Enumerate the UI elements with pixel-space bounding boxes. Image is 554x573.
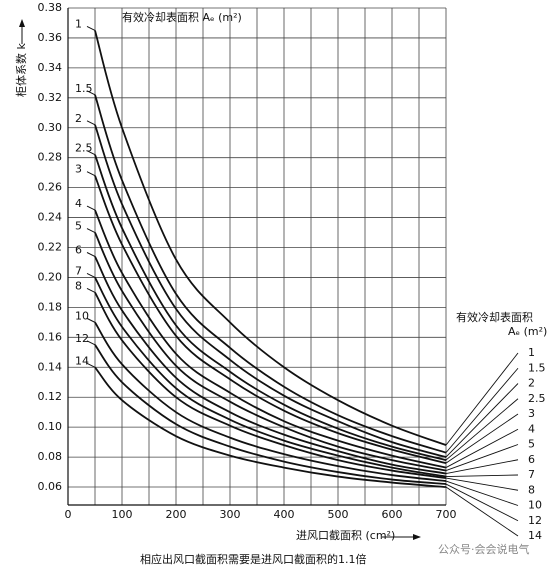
curve: [94, 154, 447, 461]
curve-label-leader: [86, 26, 96, 31]
curve-label-leader: [86, 252, 96, 257]
chart-title: 有效冷却表面积 Aₑ (m²): [122, 10, 242, 24]
curve-label: 7: [75, 264, 82, 277]
y-tick-label: 0.06: [38, 480, 63, 493]
x-tick-label: 0: [65, 508, 72, 521]
curve-label-leader: [86, 171, 96, 177]
y-tick-label: 0.22: [38, 241, 63, 254]
y-tick-label: 0.26: [38, 181, 63, 194]
curve-label-leader: [86, 273, 96, 278]
y-tick-label: 0.08: [38, 450, 63, 463]
curve-label-leader: [86, 317, 96, 323]
curve: [94, 30, 447, 446]
curve-label: 12: [75, 332, 89, 345]
x-tick-label: 200: [166, 508, 187, 521]
watermark: 公众号·会会说电气: [438, 542, 530, 556]
legend-label: 8: [528, 483, 535, 496]
legend-leader: [445, 444, 519, 471]
legend-leader: [445, 352, 519, 446]
y-tick-label: 0.28: [38, 151, 63, 164]
curve-label-leader: [86, 150, 96, 156]
legend-leader: [445, 459, 519, 475]
y-tick-label: 0.10: [38, 420, 63, 433]
y-tick-label: 0.16: [38, 330, 63, 343]
curve-label-leader: [86, 287, 96, 293]
x-tick-label: 700: [436, 508, 457, 521]
x-tick-label: 300: [220, 508, 241, 521]
x-tick-label: 500: [328, 508, 349, 521]
curve-label: 3: [75, 163, 82, 176]
curve-label-leader: [86, 205, 96, 211]
curve-label: 14: [75, 354, 89, 367]
curve: [94, 232, 447, 472]
y-tick-label: 0.30: [38, 121, 63, 134]
y-tick-label: 0.32: [38, 91, 63, 104]
curve-label-leader: [86, 340, 96, 346]
legend-label: 7: [528, 468, 535, 481]
legend-label: 10: [528, 499, 542, 512]
legend-leader: [445, 367, 519, 453]
legend-label: 14: [528, 529, 542, 542]
curve-label-leader: [86, 120, 96, 126]
y-tick-label: 0.18: [38, 300, 63, 313]
curve: [94, 256, 447, 475]
y-tick-label: 0.38: [38, 1, 63, 14]
x-axis-label: 进风口截面积 (cm²): [296, 528, 395, 542]
curve-label: 10: [75, 309, 89, 322]
legend-leader: [445, 486, 519, 537]
curve-label: 2: [75, 112, 82, 125]
curve: [94, 209, 447, 469]
curve: [94, 366, 447, 488]
curve-label-leader: [86, 90, 96, 96]
curve-label-leader: [86, 228, 96, 233]
footnote: 相应出风口截面积需要是进风口截面积的1.1倍: [140, 552, 367, 566]
legend-label: 6: [528, 453, 535, 466]
legend-label: 1.5: [528, 361, 546, 374]
curve-label: 6: [75, 244, 82, 257]
curve: [94, 277, 447, 478]
legend-leader: [445, 428, 519, 468]
curve: [94, 175, 447, 464]
curve-label: 8: [75, 279, 82, 292]
x-tick-label: 400: [274, 508, 295, 521]
curve-label-leader: [86, 362, 96, 368]
curve: [94, 124, 447, 458]
legend-label: 12: [528, 514, 542, 527]
curve: [94, 94, 447, 454]
legend-label: 2.5: [528, 392, 546, 405]
x-tick-label: 600: [382, 508, 403, 521]
curve: [94, 291, 447, 479]
legend-label: 3: [528, 407, 535, 420]
y-tick-label: 0.24: [38, 211, 63, 224]
curve: [94, 344, 447, 485]
y-tick-label: 0.20: [38, 270, 63, 283]
curve: [94, 321, 447, 482]
curve-label: 1: [75, 17, 82, 30]
legend-leader: [445, 477, 519, 491]
curve-label: 4: [75, 197, 82, 210]
legend-unit: Aₑ (m²): [508, 325, 547, 338]
x-tick-label: 100: [112, 508, 133, 521]
legend-leader: [445, 483, 519, 522]
legend-label: 4: [528, 422, 535, 435]
y-tick-label: 0.36: [38, 31, 63, 44]
legend-title: 有效冷却表面积: [456, 310, 533, 324]
curve-label: 1.5: [75, 82, 93, 95]
y-axis-label: 柜体系数 k: [14, 42, 28, 96]
legend-leader: [445, 398, 519, 461]
legend-label: 5: [528, 438, 535, 451]
y-tick-label: 0.12: [38, 390, 63, 403]
legend-leader: [445, 480, 519, 506]
curve-label: 5: [75, 220, 82, 233]
y-tick-label: 0.34: [38, 61, 63, 74]
legend-label: 2: [528, 377, 535, 390]
y-tick-label: 0.14: [38, 360, 63, 373]
legend-label: 1: [528, 346, 535, 359]
curve-label: 2.5: [75, 142, 93, 155]
legend-leader: [445, 474, 519, 478]
legend-leader: [445, 383, 519, 458]
legend-leader: [445, 413, 519, 464]
